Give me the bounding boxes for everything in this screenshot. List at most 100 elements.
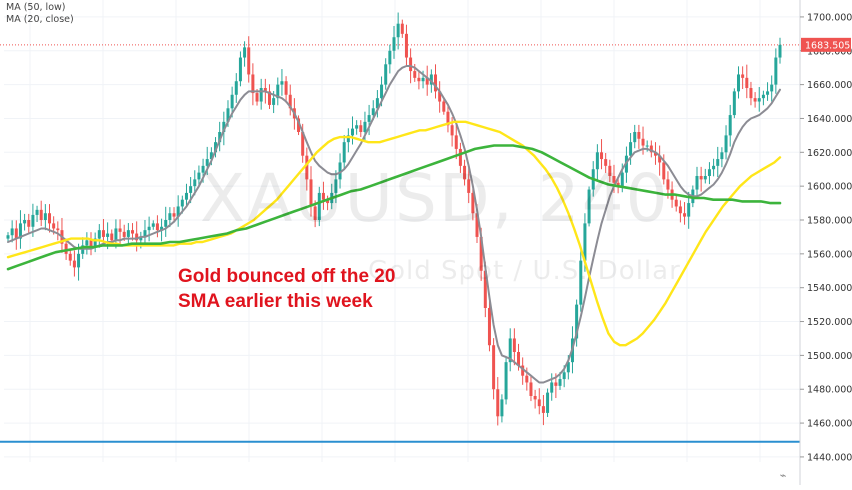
- candle-body: [504, 362, 508, 400]
- candle-body: [687, 203, 691, 217]
- candle-body: [39, 209, 43, 220]
- candle-body: [301, 132, 305, 156]
- candle-body: [267, 91, 271, 105]
- candle-body: [616, 182, 620, 187]
- candle-body: [770, 84, 774, 92]
- candle-body: [346, 135, 350, 143]
- last-price-label: 1683.505: [805, 40, 850, 51]
- ma-line-1: [7, 65, 781, 384]
- candle-body: [404, 33, 408, 58]
- candle-body: [93, 238, 97, 248]
- annotation-line-1: Gold bounced off the 20: [178, 266, 396, 287]
- candle-body: [736, 74, 740, 92]
- candle-body: [720, 152, 724, 160]
- candle-body: [43, 213, 47, 220]
- candle-body: [392, 37, 396, 51]
- candle-body: [537, 399, 541, 407]
- price-tick-label: 1640.000: [807, 114, 852, 125]
- candle-body: [68, 253, 72, 261]
- candle-body: [263, 88, 267, 92]
- candle-body: [508, 338, 512, 363]
- price-axis[interactable]: 1440.000 1460.000 1480.000 1500.000 1520.000…: [799, 0, 852, 485]
- candle-body: [247, 47, 251, 75]
- candle-body: [483, 270, 487, 308]
- candle-body: [31, 214, 35, 227]
- candle-body: [442, 101, 446, 112]
- candle-body: [205, 159, 209, 166]
- candle-body: [641, 138, 645, 146]
- candle-body: [658, 155, 662, 163]
- candle-body: [529, 382, 533, 396]
- candle-body: [380, 84, 384, 99]
- price-tick-label: 1600.000: [807, 182, 852, 193]
- price-axis-bg: [800, 0, 852, 485]
- candle-body: [487, 308, 491, 346]
- candle-body: [14, 228, 18, 239]
- candle-body: [238, 57, 242, 82]
- candle-body: [753, 98, 757, 102]
- grid: [4, 0, 800, 462]
- candle-body: [147, 226, 151, 231]
- candle-body: [575, 304, 579, 339]
- candle-body: [546, 392, 550, 413]
- candle-body: [778, 44, 782, 58]
- candle-body: [89, 240, 93, 248]
- candle-body: [728, 115, 732, 136]
- candle-body: [334, 179, 338, 193]
- candle-body: [458, 148, 462, 166]
- legend-ma20[interactable]: MA (20, close): [6, 14, 74, 25]
- candle-body: [712, 165, 716, 170]
- candle-body: [272, 98, 276, 105]
- candle-body: [695, 176, 699, 190]
- candle-body: [479, 236, 483, 271]
- candle-body: [114, 228, 118, 241]
- candle-body: [126, 230, 130, 237]
- candle-body: [732, 91, 736, 116]
- candle-body: [579, 260, 583, 305]
- price-tick-label: 1580.000: [807, 216, 852, 227]
- candle-body: [400, 23, 404, 34]
- candle-body: [649, 145, 653, 153]
- last-price-tag: [801, 37, 851, 52]
- candle-body: [645, 145, 649, 147]
- candle-body: [184, 192, 188, 200]
- candle-body: [201, 165, 205, 173]
- candle-body: [678, 206, 682, 214]
- candle-body: [467, 179, 471, 193]
- candle-body: [106, 233, 110, 237]
- ma-line-3: [6, 144, 782, 271]
- candle-body: [280, 81, 284, 85]
- reference-lines: [0, 44, 800, 443]
- ma-line-2: [6, 120, 782, 347]
- candle-body: [143, 230, 147, 237]
- candle-body: [375, 98, 379, 109]
- chart-annotation: Gold bounced off the 20 SMA earlier this…: [178, 264, 395, 314]
- candle-body: [475, 213, 479, 237]
- candle-body: [226, 108, 230, 122]
- candle-body: [438, 91, 442, 102]
- candle-body: [222, 121, 226, 132]
- watermark-description: Gold Spot / U.S. Dollar: [368, 256, 681, 286]
- legend-ma50[interactable]: MA (50, low): [6, 2, 66, 13]
- candle-body: [587, 189, 591, 224]
- candle-body: [413, 71, 417, 78]
- candle-body: [699, 176, 703, 180]
- candle-body: [757, 98, 761, 102]
- candle-body: [118, 228, 122, 232]
- candle-body: [77, 253, 81, 268]
- candle-body: [218, 132, 222, 143]
- candle-body: [707, 169, 711, 176]
- candle-body: [703, 176, 707, 180]
- tradingview-logo-icon[interactable]: ⌁: [779, 469, 787, 482]
- candle-body: [454, 135, 458, 149]
- candle-body: [608, 165, 612, 176]
- price-tick-label: 1460.000: [807, 419, 852, 430]
- candle-body: [745, 77, 749, 88]
- candle-body: [525, 375, 529, 383]
- candle-body: [620, 172, 624, 187]
- candle-body: [666, 179, 670, 190]
- candle-body: [35, 209, 39, 215]
- candle-body: [409, 57, 413, 72]
